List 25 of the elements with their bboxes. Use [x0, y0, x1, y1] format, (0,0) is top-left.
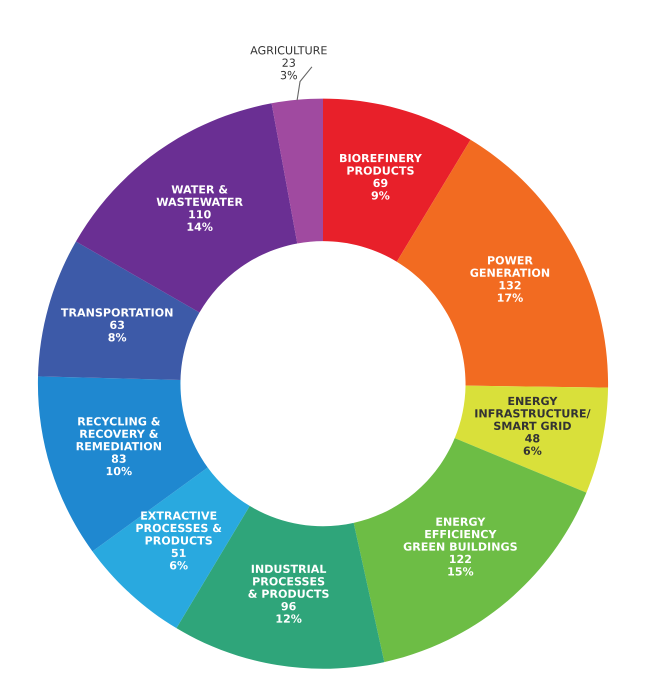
slice-label: ENERGY INFRASTRUCTURE/ SMART GRID — [475, 396, 591, 430]
slice-label: POWER GENERATION — [470, 256, 550, 277]
slice-label: ENERGY EFFICIENCY GREEN BUILDINGS — [404, 517, 517, 551]
donut-slice — [323, 98, 471, 262]
data-label: 48 6% — [524, 434, 542, 455]
data-label: 83 10% — [106, 454, 132, 476]
donut-slice — [454, 386, 608, 493]
slice-label: WATER & WASTEWATER — [156, 185, 243, 206]
data-label: 63 8% — [108, 320, 126, 342]
slice-label: AGRICULTURE — [250, 46, 327, 54]
donut-slice — [272, 98, 323, 244]
donut-slice — [92, 467, 250, 628]
slice-label: EXTRACTIVE PROCESSES & PRODUCTS — [136, 511, 222, 545]
data-label: 96 12% — [276, 602, 302, 623]
data-label: 23 3% — [280, 58, 297, 80]
data-label: 69 9% — [372, 178, 390, 200]
slice-label: BIOREFINERY PRODUCTS — [340, 154, 422, 175]
data-label: 122 15% — [448, 554, 474, 576]
slice-label: RECYCLING & RECOVERY & REMEDIATION — [76, 417, 161, 450]
slice-label: TRANSPORTATION — [60, 308, 172, 317]
slice-label: INDUSTRIAL PROCESSES & PRODUCTS — [248, 564, 329, 598]
data-label: 51 6% — [170, 548, 188, 570]
donut-slice — [38, 241, 200, 380]
data-label: 132 17% — [498, 280, 523, 302]
data-label: 110 14% — [188, 210, 213, 231]
